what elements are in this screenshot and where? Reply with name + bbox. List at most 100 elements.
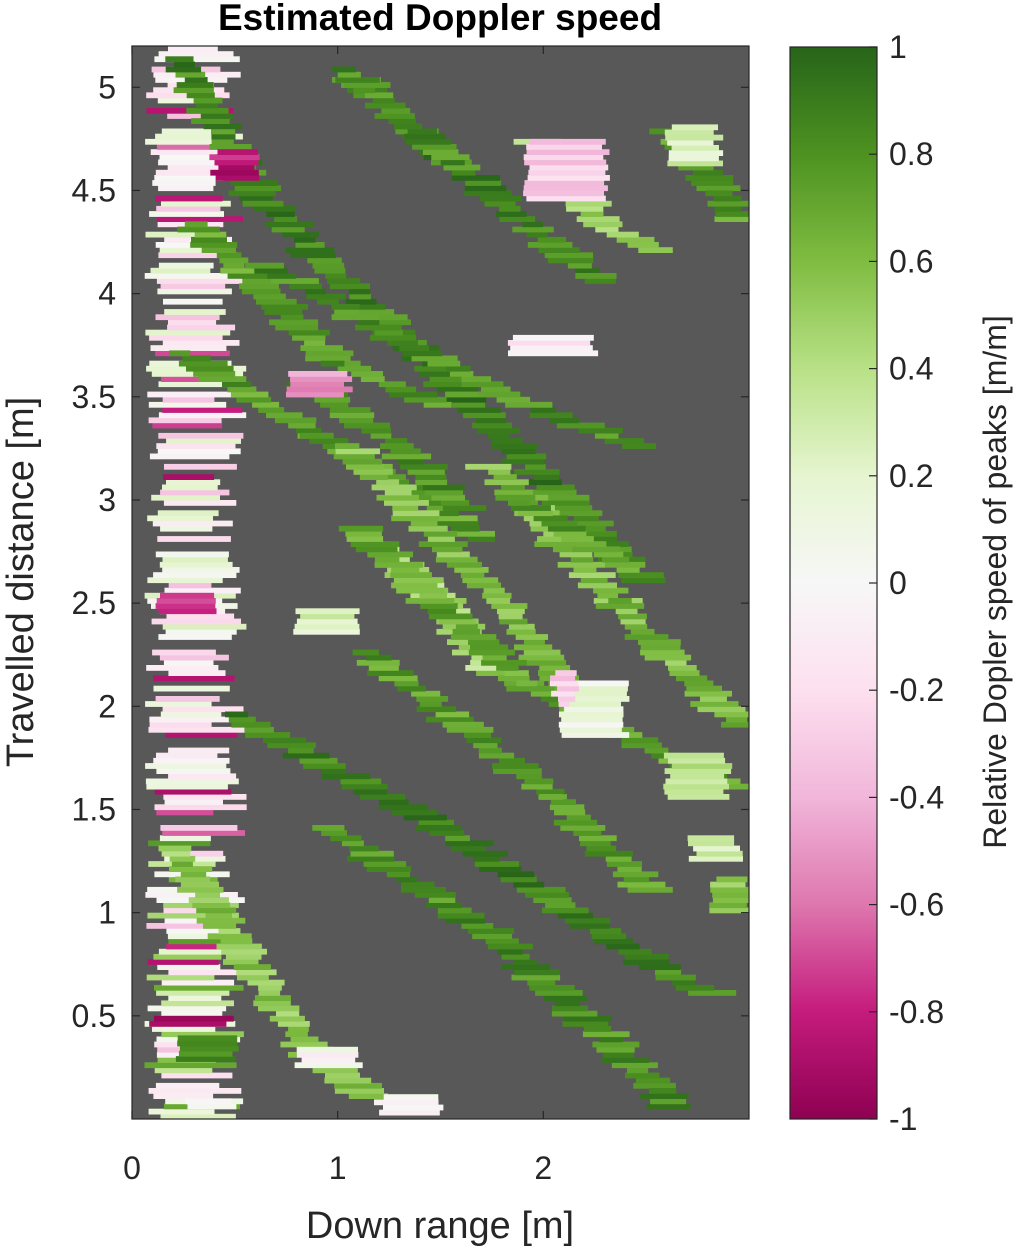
heatmap-cell <box>168 670 226 676</box>
heatmap-cell <box>350 309 395 315</box>
heatmap-cell <box>623 959 670 965</box>
heatmap-cell <box>341 783 388 790</box>
heatmap-cell <box>165 56 194 63</box>
heatmap-cell <box>594 432 619 439</box>
heatmap-cell <box>171 861 193 867</box>
heatmap-cell <box>569 701 621 707</box>
heatmap-cell <box>393 577 443 584</box>
heatmap-cell <box>715 211 749 217</box>
colorbar-tick-label: 1 <box>889 29 907 65</box>
heatmap-cell <box>505 401 553 408</box>
heatmap-cell <box>168 969 238 976</box>
heatmap-cell <box>404 133 446 140</box>
heatmap-cell <box>379 1109 440 1116</box>
heatmap-cell <box>405 598 455 604</box>
heatmap-cell <box>158 608 217 615</box>
heatmap-cell <box>299 757 338 764</box>
heatmap-cell <box>615 608 638 615</box>
heatmap-cell <box>414 892 456 898</box>
heatmap-cell <box>385 386 417 393</box>
heatmap-cell <box>455 623 478 630</box>
heatmap-cell <box>407 128 437 135</box>
heatmap-cell <box>464 732 492 738</box>
heatmap-cell <box>668 757 726 764</box>
heatmap-cell <box>162 396 215 403</box>
heatmap-cell <box>538 247 580 253</box>
heatmap-cell <box>468 649 515 656</box>
heatmap-cell <box>686 685 722 692</box>
heatmap-cell <box>334 309 359 315</box>
heatmap-cell <box>162 484 218 491</box>
heatmap-cell <box>360 794 406 800</box>
heatmap-cell <box>187 1103 237 1110</box>
heatmap-cell <box>227 273 274 279</box>
colorbar-tick-label: 0 <box>889 565 907 601</box>
heatmap-cell <box>528 169 606 176</box>
heatmap-cell <box>245 732 291 738</box>
heatmap-cell <box>165 66 202 73</box>
heatmap-cell <box>583 221 623 228</box>
heatmap-cell <box>627 242 659 248</box>
heatmap-cell <box>547 257 594 264</box>
heatmap-cell <box>441 500 470 506</box>
heatmap-cell <box>166 479 221 486</box>
heatmap-cell <box>692 169 723 176</box>
heatmap-cell <box>605 561 646 568</box>
heatmap-cell <box>564 696 630 702</box>
heatmap-cell <box>168 46 218 52</box>
heatmap-cell <box>274 216 298 222</box>
heatmap-cell <box>147 515 213 522</box>
heatmap-cell <box>253 1000 291 1007</box>
chart-title: Estimated Doppler speed <box>218 0 662 38</box>
heatmap-cell <box>389 391 438 398</box>
heatmap-cell <box>159 247 221 253</box>
heatmap-cell <box>582 1031 630 1038</box>
heatmap-cell <box>156 598 216 604</box>
y-tick-label: 5 <box>98 69 116 105</box>
heatmap-cell <box>162 623 247 630</box>
heatmap-cell <box>493 474 517 480</box>
heatmap-cell <box>466 737 502 744</box>
heatmap-cell <box>670 773 725 780</box>
heatmap-cell <box>168 850 224 857</box>
x-axis-ticks: 0 1 2 <box>123 46 552 1186</box>
heatmap-cell <box>499 216 536 222</box>
heatmap-cell <box>527 175 610 181</box>
heatmap-cell <box>353 469 393 475</box>
heatmap-cell <box>491 603 528 609</box>
heatmap-cell <box>359 474 388 480</box>
heatmap-cell <box>156 443 236 449</box>
heatmap-cell <box>353 87 376 94</box>
heatmap-cell <box>153 1015 234 1022</box>
heatmap-cell <box>148 726 247 733</box>
y-tick-label: 1.5 <box>72 791 116 827</box>
heatmap-cell <box>265 221 314 228</box>
heatmap-cell <box>193 371 236 377</box>
heatmap-cell <box>324 1077 372 1084</box>
heatmap-cell <box>427 608 457 615</box>
heatmap-cell <box>159 561 233 568</box>
heatmap-cell <box>539 665 571 671</box>
heatmap-cell <box>182 355 211 362</box>
heatmap-cell <box>588 541 629 547</box>
heatmap-cell <box>163 907 222 914</box>
colorbar-tick-label: -0.6 <box>889 887 944 923</box>
heatmap-cell <box>295 608 360 615</box>
heatmap-cell <box>452 401 486 408</box>
heatmap-cell <box>177 886 224 893</box>
heatmap-cell <box>289 283 322 290</box>
heatmap-cell <box>288 329 330 336</box>
heatmap-cell <box>426 902 462 909</box>
heatmap-cell <box>593 938 633 945</box>
heatmap-cell <box>294 623 360 630</box>
heatmap-cell <box>167 933 221 940</box>
heatmap-cell <box>655 974 696 981</box>
heatmap-cell <box>676 675 708 682</box>
heatmap-cell <box>288 1026 309 1032</box>
heatmap-cell <box>624 634 669 640</box>
heatmap-cell <box>461 376 492 382</box>
heatmap-cell <box>312 825 345 831</box>
heatmap-cell <box>152 649 216 656</box>
heatmap-cell <box>400 463 448 470</box>
heatmap-cell <box>511 505 551 511</box>
